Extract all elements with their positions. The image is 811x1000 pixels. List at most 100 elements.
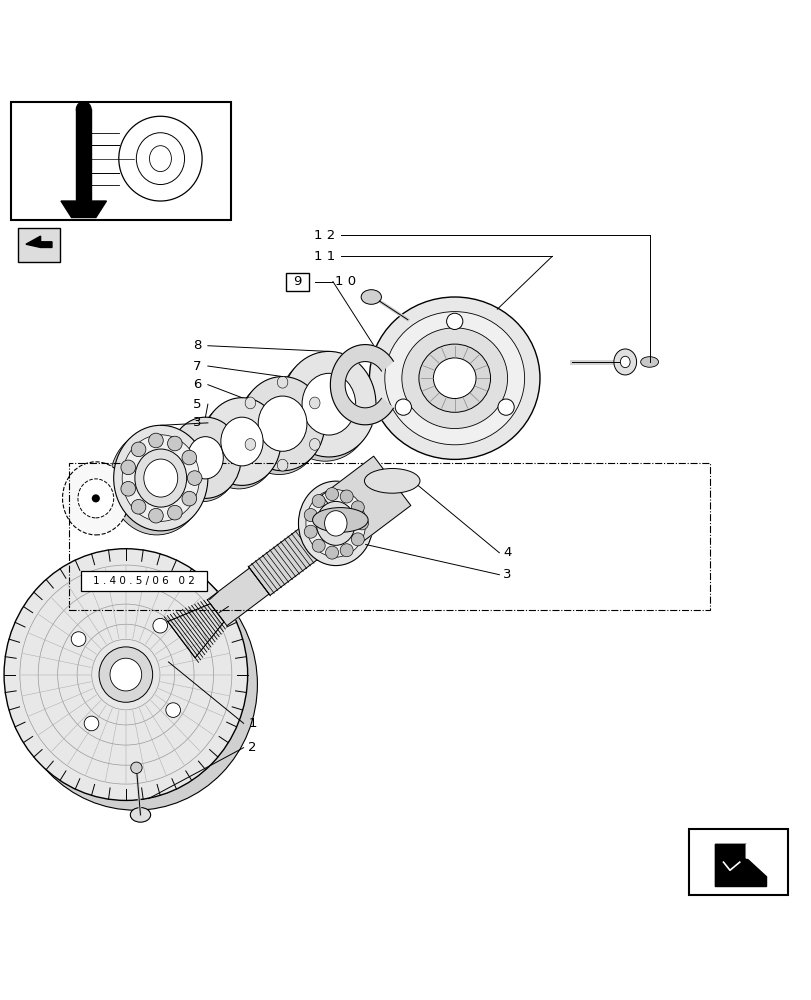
Circle shape [304, 525, 317, 538]
Ellipse shape [203, 398, 281, 485]
Ellipse shape [324, 511, 346, 536]
Ellipse shape [418, 344, 490, 412]
Circle shape [76, 102, 91, 116]
Polygon shape [207, 568, 268, 626]
Circle shape [121, 460, 135, 475]
Bar [11, 102, 230, 220]
Ellipse shape [62, 462, 129, 535]
Circle shape [182, 450, 196, 465]
Ellipse shape [309, 439, 320, 450]
Ellipse shape [221, 417, 263, 466]
Circle shape [311, 495, 324, 508]
Ellipse shape [364, 469, 419, 493]
Circle shape [92, 494, 100, 502]
Bar [76, 109, 91, 213]
Polygon shape [248, 520, 331, 595]
Circle shape [304, 509, 317, 522]
Ellipse shape [78, 479, 114, 518]
Circle shape [355, 517, 368, 530]
Ellipse shape [240, 377, 324, 471]
Circle shape [340, 490, 353, 503]
Text: 1: 1 [248, 717, 256, 730]
Text: 7: 7 [193, 360, 201, 373]
Ellipse shape [122, 435, 200, 521]
Ellipse shape [361, 290, 381, 304]
Ellipse shape [135, 449, 187, 507]
Ellipse shape [4, 549, 247, 800]
Ellipse shape [109, 658, 141, 691]
Ellipse shape [109, 429, 204, 535]
Polygon shape [321, 456, 410, 545]
Text: 1 0: 1 0 [334, 275, 355, 288]
Circle shape [187, 471, 202, 485]
Circle shape [84, 716, 99, 731]
Text: 9: 9 [293, 275, 301, 288]
Ellipse shape [166, 420, 238, 502]
Ellipse shape [245, 439, 255, 450]
Ellipse shape [200, 401, 277, 489]
Ellipse shape [144, 459, 178, 497]
Ellipse shape [394, 347, 488, 429]
Circle shape [325, 546, 338, 559]
Bar [18, 228, 60, 262]
Text: 3: 3 [503, 568, 511, 581]
Ellipse shape [14, 558, 257, 810]
Ellipse shape [433, 358, 475, 398]
Circle shape [395, 399, 411, 415]
Ellipse shape [277, 459, 287, 471]
Circle shape [148, 433, 163, 448]
Circle shape [121, 481, 135, 496]
Text: 1 . 4 0 . 5 / 0 6   0 2: 1 . 4 0 . 5 / 0 6 0 2 [93, 576, 195, 586]
Ellipse shape [277, 356, 371, 461]
Circle shape [311, 539, 324, 552]
Ellipse shape [306, 490, 365, 557]
Circle shape [148, 508, 163, 523]
Polygon shape [714, 844, 766, 887]
Polygon shape [745, 844, 766, 858]
Ellipse shape [99, 647, 152, 702]
Circle shape [152, 618, 167, 633]
Ellipse shape [640, 357, 658, 367]
Circle shape [131, 442, 146, 457]
Ellipse shape [613, 349, 636, 375]
Circle shape [167, 505, 182, 520]
Circle shape [497, 399, 513, 415]
Bar [69, 463, 710, 610]
Ellipse shape [281, 351, 375, 457]
Ellipse shape [114, 425, 208, 531]
Ellipse shape [309, 397, 320, 409]
Ellipse shape [384, 312, 524, 445]
Ellipse shape [401, 328, 507, 429]
Text: 5: 5 [193, 398, 201, 411]
Ellipse shape [169, 417, 241, 498]
Text: 2: 2 [248, 741, 256, 754]
Bar [688, 829, 787, 895]
Polygon shape [330, 345, 393, 425]
Ellipse shape [130, 808, 150, 822]
Ellipse shape [258, 396, 307, 451]
Ellipse shape [237, 380, 321, 475]
Ellipse shape [302, 373, 355, 435]
Circle shape [446, 313, 462, 329]
Circle shape [351, 533, 364, 546]
Ellipse shape [312, 508, 367, 532]
Text: 8: 8 [193, 339, 201, 352]
Circle shape [182, 491, 196, 506]
Polygon shape [61, 201, 106, 218]
Circle shape [71, 632, 86, 646]
Circle shape [325, 488, 338, 501]
Text: 3: 3 [193, 416, 201, 429]
Bar [81, 571, 207, 591]
Ellipse shape [187, 437, 223, 479]
Ellipse shape [620, 356, 629, 368]
Text: 1 1: 1 1 [314, 250, 335, 263]
Ellipse shape [298, 481, 373, 566]
Circle shape [351, 501, 364, 514]
Polygon shape [168, 604, 224, 658]
Circle shape [340, 544, 353, 557]
Text: 4: 4 [503, 546, 511, 559]
Ellipse shape [316, 501, 354, 545]
Circle shape [131, 499, 146, 514]
Circle shape [165, 703, 180, 717]
Bar [285, 273, 308, 291]
